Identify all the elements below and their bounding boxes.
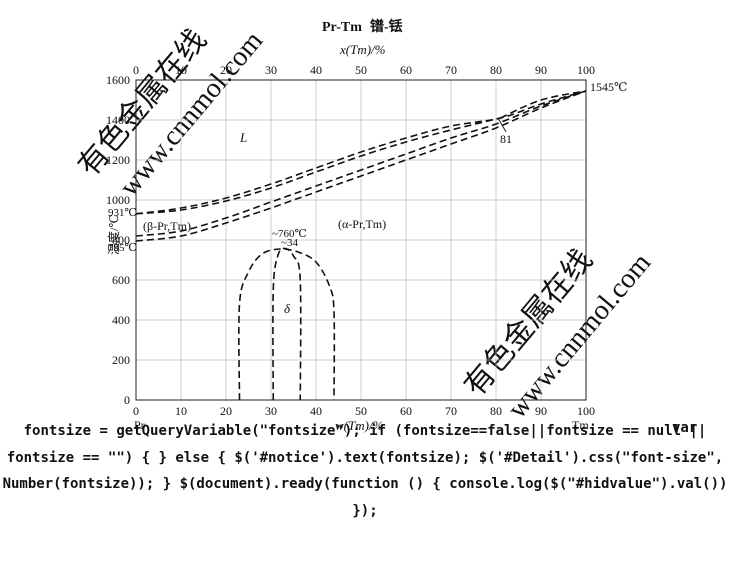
phase-boundary-beta-alpha-upper: [135, 90, 587, 237]
top-tick-label: 20: [220, 63, 232, 77]
delta-peak-composition: ~34: [281, 237, 298, 249]
bottom-tick-label: 80: [490, 404, 502, 418]
y-tick-label: 400: [112, 313, 130, 327]
y-axis-label: 温度/℃: [106, 214, 121, 255]
leaked-script-text: fontsize = getQueryVariable("fontsize");…: [2, 423, 728, 519]
y-tick-label: 1600: [106, 73, 130, 87]
bottom-tick-label: 40: [310, 404, 322, 418]
delta-phase-label: δ: [284, 301, 291, 316]
liquid-region-label: L: [239, 130, 247, 145]
top-tick-label: 40: [310, 63, 322, 77]
top-tick-label: 90: [535, 63, 547, 77]
phase-boundary-solidus-tm-side: [500, 90, 587, 119]
bottom-tick-label: 100: [577, 404, 595, 418]
top-axis-label: x(Tm)/%: [339, 42, 386, 57]
y-tick-label: 0: [124, 393, 130, 407]
y-tick-label: 1400: [106, 113, 130, 127]
bottom-tick-label: 70: [445, 404, 457, 418]
phase-boundaries: [135, 90, 587, 401]
bottom-tick-label: 20: [220, 404, 232, 418]
top-tick-label: 0: [133, 63, 139, 77]
top-tick-label: 70: [445, 63, 457, 77]
bottom-tick-labels: 0 10 20 30 40 50 60 70 80 90 100: [133, 404, 595, 418]
extremum-leader-line: [497, 117, 507, 133]
pr-transformation-temp: 795℃: [108, 242, 137, 254]
extremum-composition: 81: [500, 132, 512, 146]
top-tick-label: 10: [175, 63, 187, 77]
plot-frame: [135, 79, 587, 401]
bottom-tick-label: 0: [133, 404, 139, 418]
alpha-phase-label: (α-Pr,Tm): [338, 217, 386, 231]
bottom-tick-label: 30: [265, 404, 277, 418]
phase-boundary-delta-inner: [272, 247, 302, 401]
phase-boundary-solidus: [135, 117, 501, 215]
right-element-label: Tm: [572, 418, 589, 432]
phase-boundary-beta-alpha-lower: [135, 90, 587, 242]
y-tick-label: 200: [112, 353, 130, 367]
left-element-label: Pr: [134, 418, 145, 432]
top-tick-labels: 0 10 20 30 40 50 60 70 80 90 100: [133, 63, 595, 77]
diagram-title-chinese: 镨-铥: [370, 18, 403, 35]
top-tick-label: 80: [490, 63, 502, 77]
top-tick-label: 100: [577, 63, 595, 77]
beta-phase-label: (β-Pr,Tm): [143, 219, 191, 233]
y-tick-labels: 0 200 400 600 800 1000 1200 1400 1600: [106, 73, 130, 407]
pr-melting-point: 931℃: [108, 207, 137, 219]
phase-boundary-delta-outer: [238, 248, 336, 401]
y-tick-label: 1200: [106, 153, 130, 167]
bottom-tick-label: 90: [535, 404, 547, 418]
diagram-title: Pr-Tm: [322, 20, 362, 35]
delta-peak-temperature: ~760℃: [272, 228, 307, 240]
y-tick-label: 600: [112, 273, 130, 287]
bottom-axis-label: w(Tm)/%: [335, 418, 384, 433]
bottom-tick-label: 60: [400, 404, 412, 418]
phase-boundary-liquidus: [135, 90, 587, 215]
top-tick-label: 30: [265, 63, 277, 77]
top-tick-label: 60: [400, 63, 412, 77]
bottom-tick-label: 50: [355, 404, 367, 418]
y-tick-label: 800: [112, 233, 130, 247]
tm-melting-point: 1545℃: [590, 80, 627, 94]
script-var-keyword: var: [672, 420, 698, 436]
bottom-tick-label: 10: [175, 404, 187, 418]
top-tick-label: 50: [355, 63, 367, 77]
y-tick-label: 1000: [106, 193, 130, 207]
